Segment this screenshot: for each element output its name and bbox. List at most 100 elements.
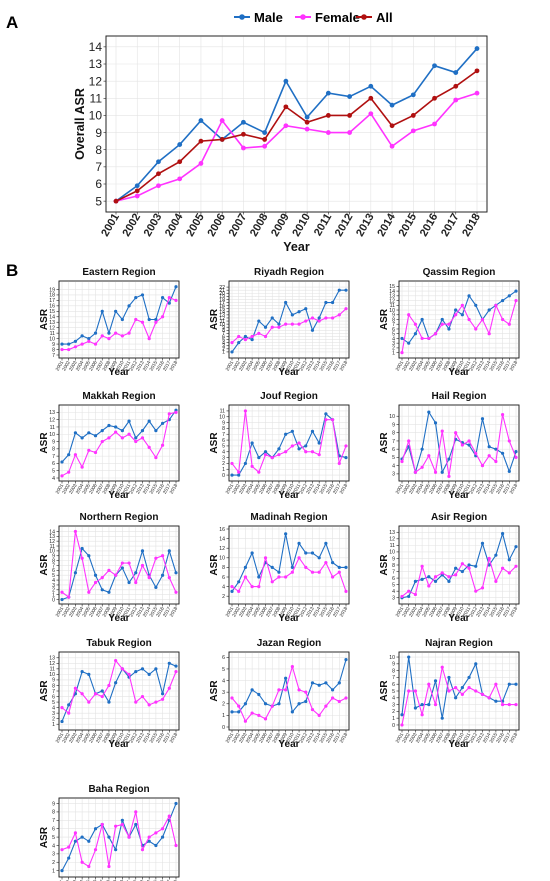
x-tick-label: 2017 (439, 212, 462, 239)
x-tick-label: 2015 (149, 879, 160, 881)
x-tick-label: 2017 (502, 606, 513, 619)
data-point-female (154, 556, 158, 560)
x-tick-label: 2005 (184, 212, 207, 239)
data-point-male (500, 451, 505, 455)
data-point-male (277, 702, 281, 706)
data-point-all (347, 113, 352, 118)
data-point-female (243, 337, 248, 342)
data-point-male (167, 661, 171, 665)
x-tick-label: 2006 (88, 360, 99, 373)
data-point-female (114, 824, 118, 828)
data-point-male (413, 332, 418, 336)
data-point-male (310, 681, 315, 685)
legend-label-female: Female (315, 10, 360, 25)
data-point-female (250, 334, 254, 339)
x-tick-label: 2007 (435, 483, 446, 496)
data-point-female (93, 692, 98, 696)
data-point-female (283, 123, 289, 129)
y-tick-label: 9 (222, 325, 225, 331)
data-point-female (494, 459, 498, 464)
data-point-female (487, 454, 491, 458)
region-chart-northern-region: 0123456789101112131420012002200320042005… (39, 512, 180, 624)
x-tick-label: 2012 (468, 606, 479, 619)
x-tick-label: 2010 (115, 360, 126, 373)
data-point-female (310, 707, 315, 712)
x-tick-label: 2018 (169, 732, 180, 745)
data-point-male (400, 336, 404, 341)
x-tick-label: 2010 (285, 732, 296, 745)
x-tick-label: 2013 (305, 360, 316, 373)
x-axis-label: Year (278, 490, 299, 501)
data-point-male (100, 309, 104, 313)
data-point-male (337, 681, 341, 685)
data-point-female (230, 585, 234, 589)
x-tick-label: 2008 (272, 360, 283, 373)
y-tick-label: 15 (49, 309, 55, 315)
data-point-female (80, 692, 84, 696)
y-tick-label: 4 (52, 578, 55, 584)
x-tick-label: 2007 (265, 360, 276, 373)
data-point-female (494, 682, 498, 686)
data-point-female (140, 436, 145, 440)
region-chart-makkah-region-series-female (60, 410, 178, 478)
x-tick-label: 2010 (290, 212, 313, 239)
data-point-male (160, 296, 165, 300)
x-tick-label: 2006 (258, 483, 269, 496)
y-tick-label: 6 (222, 655, 225, 661)
panel-title: Asir Region (431, 512, 487, 523)
y-tick-label: 1 (52, 868, 55, 874)
data-point-female (317, 319, 321, 323)
legend-label-all: All (376, 10, 393, 25)
y-tick-label: 7 (222, 331, 225, 337)
data-point-all (198, 138, 204, 144)
region-chart-najran-region-series-female (400, 665, 518, 727)
data-point-female (250, 585, 254, 589)
data-point-male (230, 589, 234, 594)
x-tick-label: 2007 (95, 879, 106, 881)
data-point-male (514, 289, 518, 293)
y-tick-label: 0 (222, 473, 225, 479)
y-tick-label: 2 (52, 860, 55, 866)
data-point-female (160, 443, 165, 447)
data-point-male (160, 692, 165, 696)
data-point-female (433, 470, 438, 474)
x-tick-label: 2007 (95, 483, 106, 496)
data-point-female (454, 313, 458, 317)
data-point-male (93, 434, 98, 438)
y-tick-label: 12 (49, 661, 55, 667)
data-point-male (344, 658, 348, 662)
data-point-male (427, 410, 431, 414)
x-tick-label: 2011 (122, 732, 133, 744)
data-point-male (290, 710, 294, 714)
data-point-female (507, 702, 511, 707)
data-point-female (507, 439, 511, 443)
y-tick-label: 10 (49, 432, 55, 438)
y-tick-label: 10 (219, 415, 225, 421)
legend-entry-male: Male (234, 10, 283, 25)
data-point-female (154, 455, 158, 460)
data-point-female (237, 704, 241, 708)
data-point-female (140, 563, 145, 568)
data-point-female (447, 474, 451, 478)
data-point-male (120, 429, 124, 433)
x-tick-label: 2005 (251, 732, 262, 745)
x-tick-label: 2018 (339, 360, 350, 373)
region-chart-riyadh-region-series-female (230, 307, 348, 345)
y-tick-label: 6 (222, 575, 225, 581)
data-point-male (304, 551, 308, 555)
x-tick-label: 2004 (75, 483, 86, 496)
x-tick-label: 2002 (61, 606, 72, 619)
y-tick-label: 3 (52, 583, 55, 589)
data-point-female (87, 339, 91, 343)
data-point-male (243, 565, 248, 570)
data-point-female (100, 439, 104, 444)
x-tick-label: 2004 (245, 360, 256, 373)
data-point-male (257, 692, 261, 697)
data-point-female (440, 429, 444, 433)
x-tick-label: 2010 (455, 732, 466, 745)
x-tick-label: 2004 (75, 879, 86, 881)
y-tick-label: 13 (219, 313, 225, 319)
data-point-female (500, 412, 505, 417)
region-chart-najran-region-frame (398, 651, 520, 731)
x-tick-label: 2011 (462, 732, 473, 744)
